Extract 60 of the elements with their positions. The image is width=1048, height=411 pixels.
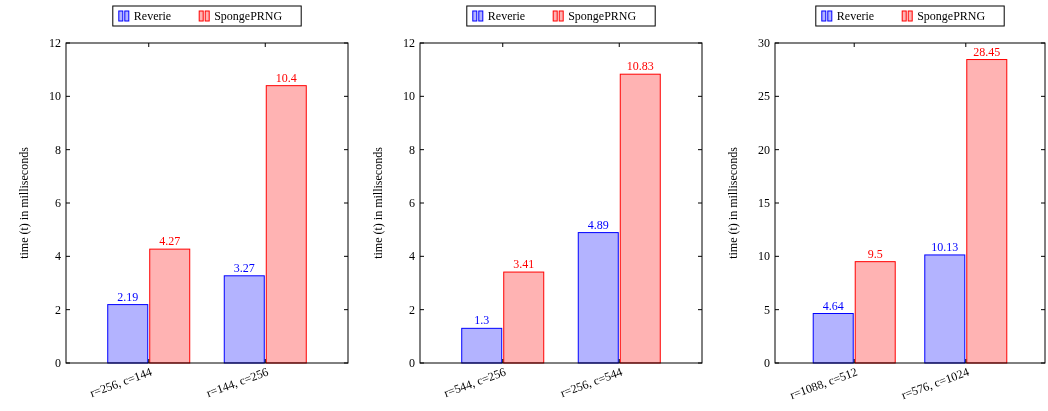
- data-label: 3.27: [233, 260, 255, 275]
- y-axis-title: time (t) in milliseconds: [371, 146, 385, 259]
- bar: [461, 327, 503, 364]
- y-tick-label: 4: [55, 249, 61, 264]
- y-tick-label: 0: [764, 356, 770, 370]
- y-tick-label: 0: [55, 356, 61, 370]
- y-tick-label: 15: [758, 196, 770, 210]
- x-tick-label: r=256, c=144: [88, 364, 154, 400]
- y-tick-label: 30: [758, 36, 770, 50]
- data-label: 2.19: [117, 289, 139, 304]
- y-tick-label: 12: [403, 36, 415, 50]
- y-tick-label: 12: [49, 36, 61, 50]
- legend-label: Reverie: [487, 9, 526, 23]
- data-label: 28.45: [973, 44, 1001, 59]
- y-tick-label: 0: [409, 356, 415, 370]
- data-label: 9.5: [867, 246, 883, 261]
- y-tick-label: 25: [758, 89, 770, 104]
- data-label: 4.89: [587, 217, 609, 232]
- bar: [223, 275, 265, 364]
- legend-label: Reverie: [133, 9, 172, 23]
- data-label: 1.3: [474, 313, 490, 328]
- y-tick-label: 10: [403, 89, 415, 104]
- x-tick-label: r=576, c=1024: [899, 364, 971, 403]
- legend-label: SpongePRNG: [568, 9, 637, 23]
- bar: [577, 232, 619, 364]
- y-tick-label: 10: [49, 89, 61, 104]
- y-tick-label: 5: [764, 302, 770, 317]
- y-tick-label: 4: [409, 249, 415, 264]
- y-tick-label: 8: [55, 142, 61, 157]
- bar: [149, 248, 191, 364]
- bar: [503, 271, 545, 364]
- y-tick-label: 2: [409, 302, 415, 317]
- data-label: 4.27: [159, 234, 181, 249]
- data-label: 10.83: [626, 59, 654, 74]
- y-tick-label: 20: [758, 142, 770, 157]
- data-label: 3.41: [513, 257, 535, 272]
- bar: [265, 85, 307, 364]
- legend-label: Reverie: [836, 9, 875, 23]
- x-tick-label: r=1088, c=512: [787, 364, 860, 403]
- bar: [966, 59, 1008, 364]
- y-tick-label: 6: [409, 196, 415, 210]
- data-label: 4.64: [822, 298, 844, 313]
- y-axis-title: time (t) in milliseconds: [17, 146, 31, 259]
- y-tick-label: 6: [55, 196, 61, 210]
- legend-label: SpongePRNG: [214, 9, 283, 23]
- y-tick-label: 2: [55, 302, 61, 317]
- y-axis-title: time (t) in milliseconds: [726, 146, 740, 259]
- x-tick-label: r=544, c=256: [442, 364, 508, 400]
- bar: [619, 73, 661, 364]
- y-tick-label: 8: [409, 142, 415, 157]
- x-tick-label: r=256, c=544: [558, 364, 625, 400]
- data-label: 10.4: [275, 70, 297, 85]
- bar: [854, 261, 896, 364]
- bar: [812, 313, 854, 364]
- x-tick-label: r=144, c=256: [204, 364, 271, 400]
- y-tick-label: 10: [758, 249, 770, 264]
- legend-label: SpongePRNG: [917, 9, 986, 23]
- data-label: 10.13: [931, 239, 959, 254]
- bar: [924, 254, 966, 364]
- bar: [107, 304, 149, 364]
